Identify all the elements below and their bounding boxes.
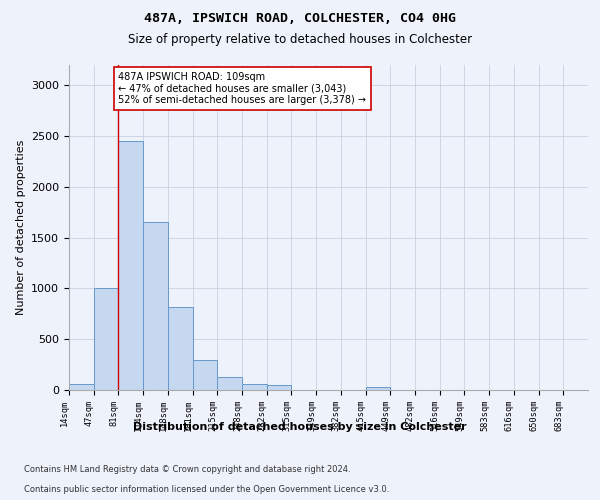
Text: Distribution of detached houses by size in Colchester: Distribution of detached houses by size …: [133, 422, 467, 432]
Bar: [69, 384, 94, 390]
Text: 487A, IPSWICH ROAD, COLCHESTER, CO4 0HG: 487A, IPSWICH ROAD, COLCHESTER, CO4 0HG: [144, 12, 456, 26]
Text: 487A IPSWICH ROAD: 109sqm
← 47% of detached houses are smaller (3,043)
52% of se: 487A IPSWICH ROAD: 109sqm ← 47% of detac…: [118, 72, 367, 104]
Bar: [365, 387, 390, 390]
Bar: [242, 384, 267, 390]
Bar: [143, 222, 168, 390]
Bar: [267, 385, 292, 390]
Bar: [94, 288, 118, 390]
Y-axis label: Number of detached properties: Number of detached properties: [16, 140, 26, 315]
Bar: [118, 141, 143, 390]
Text: Size of property relative to detached houses in Colchester: Size of property relative to detached ho…: [128, 32, 472, 46]
Bar: [193, 360, 217, 390]
Text: Contains public sector information licensed under the Open Government Licence v3: Contains public sector information licen…: [24, 485, 389, 494]
Bar: [217, 378, 242, 390]
Bar: [168, 306, 193, 390]
Text: Contains HM Land Registry data © Crown copyright and database right 2024.: Contains HM Land Registry data © Crown c…: [24, 465, 350, 474]
